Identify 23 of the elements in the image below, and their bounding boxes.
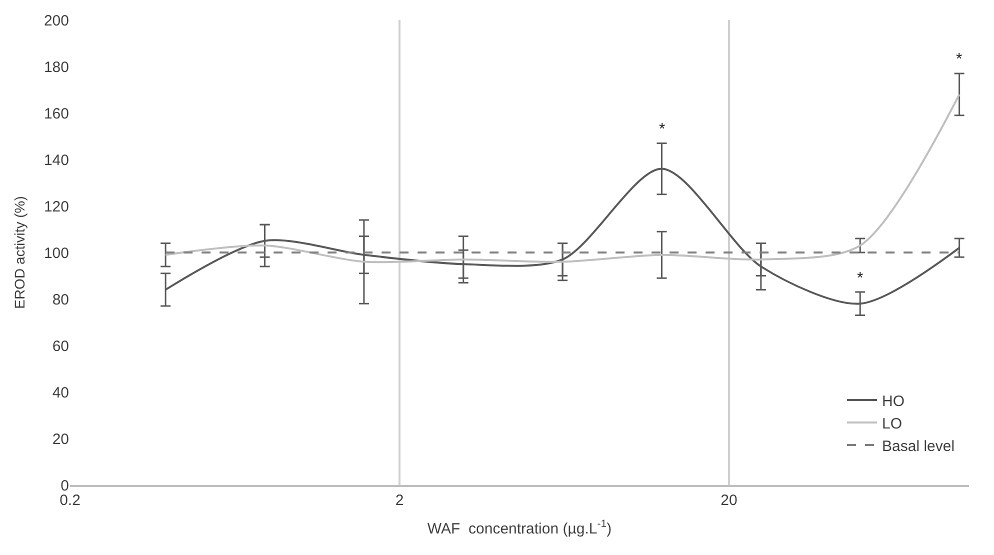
y-tick-label: 60 bbox=[52, 338, 69, 355]
legend-label: HO bbox=[882, 392, 905, 410]
legend-label: Basal level bbox=[882, 438, 955, 455]
y-tick-label: 200 bbox=[44, 12, 69, 30]
y-tick-label: 0 bbox=[60, 477, 69, 494]
annotation: * bbox=[956, 51, 962, 68]
y-tick-label: 20 bbox=[52, 430, 69, 448]
line-series bbox=[164, 93, 960, 264]
y-tick-label: 140 bbox=[44, 152, 69, 169]
x-axis-title: WAF concentration (µg.L$^{-1}$) bbox=[427, 518, 612, 538]
annotation: * bbox=[857, 270, 864, 287]
y-tick-label: 40 bbox=[52, 384, 69, 402]
x-tick-label: 0.2 bbox=[60, 492, 80, 509]
y-tick-label: 100 bbox=[44, 244, 69, 262]
y-tick-label: 120 bbox=[44, 198, 69, 216]
y-tick-label: 160 bbox=[44, 105, 69, 122]
annotation: * bbox=[659, 121, 666, 138]
x-tick-label: 2 bbox=[395, 492, 404, 509]
y-tick-label: 180 bbox=[44, 58, 69, 76]
y-tick-label: 80 bbox=[52, 291, 69, 308]
legend-label: LO bbox=[882, 415, 902, 432]
x-tick-label: 20 bbox=[720, 492, 738, 509]
y-axis-title: EROD activity (%) bbox=[12, 196, 28, 309]
